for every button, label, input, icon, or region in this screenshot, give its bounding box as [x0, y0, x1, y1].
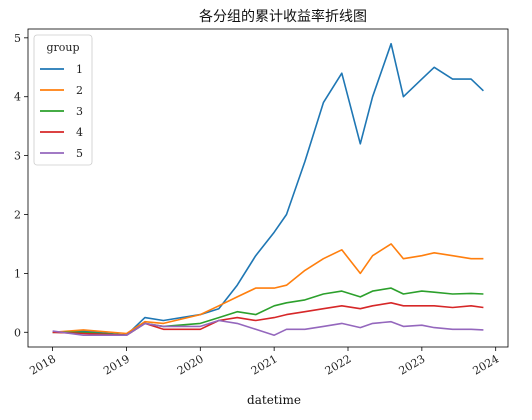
plot-area: [27, 28, 509, 348]
y-axis: 0 1 2 3 4 5: [14, 32, 28, 339]
series-line-1: [52, 42, 484, 337]
x-tick-label: 2023: [397, 352, 428, 377]
series-line-4: [52, 301, 484, 337]
y-tick-label: 5: [14, 32, 21, 45]
y-tick-label: 1: [14, 267, 21, 280]
legend-label-5: 5: [76, 147, 83, 160]
x-tick-label: 2022: [323, 352, 354, 377]
legend-title: group: [46, 41, 79, 54]
x-tick-label: 2019: [101, 352, 132, 377]
legend-label-3: 3: [76, 105, 83, 118]
series-layer: [52, 42, 484, 337]
series-line-2: [52, 243, 484, 335]
x-axis-label: datetime: [247, 393, 301, 407]
legend-label-2: 2: [76, 84, 83, 97]
legend: group 1 2 3 4 5: [33, 34, 93, 166]
chart-title: 各分组的累计收益率折线图: [199, 8, 367, 25]
legend-label-4: 4: [76, 126, 83, 139]
y-tick-label: 0: [14, 326, 21, 339]
legend-label-1: 1: [76, 63, 83, 76]
x-tick-label: 2021: [249, 352, 280, 377]
y-tick-label: 4: [14, 91, 21, 104]
x-axis: 2018 2019 2020 2021 2022 2023 2024: [27, 347, 501, 378]
legend-box: [33, 34, 93, 166]
series-line-5: [52, 319, 484, 337]
y-tick-label: 2: [14, 209, 21, 222]
x-tick-label: 2020: [175, 352, 206, 377]
y-tick-label: 3: [14, 150, 21, 163]
x-tick-label: 2018: [27, 352, 58, 377]
x-tick-label: 2024: [470, 352, 501, 377]
